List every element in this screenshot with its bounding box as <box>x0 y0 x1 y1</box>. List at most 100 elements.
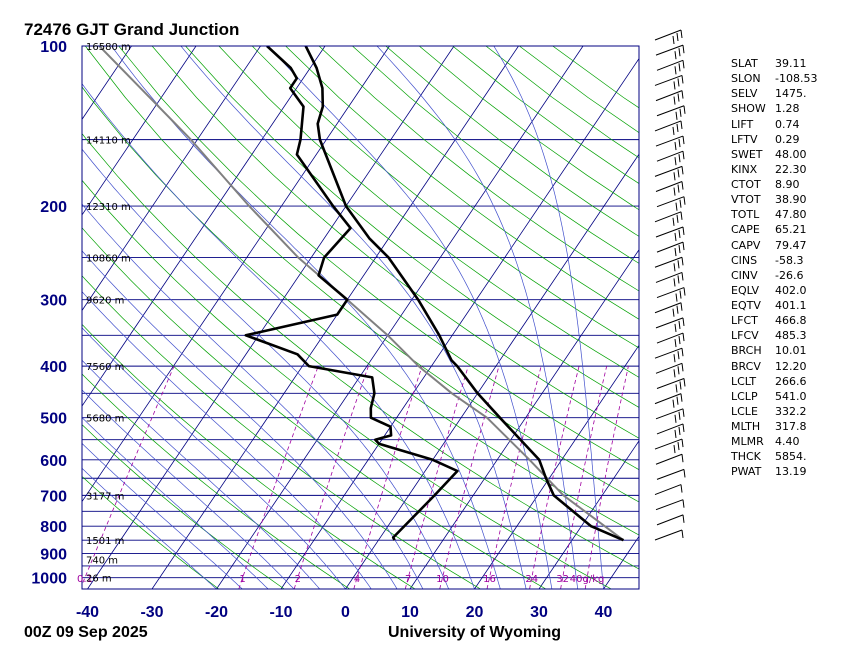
index-row: CINS -58.3 <box>731 253 817 268</box>
wind-barb-flag <box>682 514 685 523</box>
index-value: 402.0 <box>775 283 807 297</box>
index-value: 13.19 <box>775 465 807 479</box>
index-name: LCLT <box>731 374 757 388</box>
wind-barb-staff <box>655 408 684 420</box>
wind-barb-staff <box>654 347 683 359</box>
index-name: THCK <box>731 450 761 464</box>
wind-barb-flag <box>676 32 679 42</box>
wind-barb-flag <box>681 454 684 463</box>
wind-barb-staff <box>655 499 684 511</box>
dry-adiabat <box>151 46 639 439</box>
index-value: 332.2 <box>775 404 807 418</box>
mixing-ratio-line <box>82 365 175 586</box>
index-name: CTOT <box>731 178 761 191</box>
wind-barb-flag <box>677 442 680 451</box>
index-row: SELV 1475. <box>731 86 817 101</box>
pressure-tick-label: 1000 <box>31 571 67 588</box>
wind-barb-flag <box>672 35 675 45</box>
index-row: LCLE 332.2 <box>731 404 817 419</box>
moist-adiabat <box>82 148 450 589</box>
wind-barb-flag <box>674 66 677 75</box>
isotherm-line <box>474 344 639 589</box>
wind-barb-staff <box>656 150 684 162</box>
wind-barb-flag <box>676 396 679 405</box>
wind-barb-flag <box>672 308 675 317</box>
dry-adiabat <box>82 323 416 589</box>
index-row: LIFT 0.74 <box>731 117 817 132</box>
index-row: MLMR 4.40 <box>731 434 817 449</box>
index-value: 38.90 <box>775 193 807 207</box>
wind-barb-flag <box>682 499 685 508</box>
index-name: LFTV <box>731 132 758 146</box>
wind-barb-flag <box>681 348 684 357</box>
mixing-ratio-label: 2 <box>295 574 301 585</box>
wind-barb-flag <box>683 287 686 296</box>
height-label: 14110 m <box>86 136 131 147</box>
index-name: CINS <box>731 253 758 267</box>
wind-barb-flag <box>680 120 683 129</box>
wind-barb-staff <box>655 362 683 374</box>
index-value: 466.8 <box>775 314 807 328</box>
wind-barb-flag <box>673 369 676 378</box>
moist-adiabat <box>82 442 243 589</box>
dry-adiabat <box>85 46 639 503</box>
isotherm-line <box>216 46 584 589</box>
index-name: LFCT <box>731 314 758 328</box>
wind-barb-staff <box>656 332 684 344</box>
wind-barb-flag <box>675 202 678 211</box>
wind-barb-flag <box>680 393 683 402</box>
wind-barb-staff <box>656 196 685 208</box>
wind-barb-staff <box>654 484 682 496</box>
pressure-tick-label: 400 <box>40 359 67 376</box>
index-value: 10.01 <box>775 344 807 358</box>
index-name: SLAT <box>731 57 758 70</box>
moist-adiabat <box>82 250 398 589</box>
index-row: SLON -108.53 <box>731 71 817 86</box>
wind-barb-staff <box>656 514 684 526</box>
x-tick-label: -10 <box>269 604 292 621</box>
moist-adiabat <box>82 359 320 589</box>
index-value: 4.40 <box>775 435 800 449</box>
wind-barb-staff <box>654 165 683 177</box>
wind-barb-staff <box>654 29 682 41</box>
height-label: 1501 m <box>86 536 124 547</box>
x-tick-label: -30 <box>140 604 163 621</box>
index-row: LCLT 266.6 <box>731 374 817 389</box>
index-name: VTOT <box>731 193 761 207</box>
mixing-ratio-line <box>584 366 629 589</box>
index-row: THCK 5854. <box>731 449 817 464</box>
index-name: SWET <box>731 147 763 161</box>
height-label: 3177 m <box>86 491 124 502</box>
isotherm-line <box>0 46 67 589</box>
index-value: 65.21 <box>775 223 807 237</box>
wind-barb-flag <box>673 81 676 90</box>
wind-barb-flag <box>682 60 685 69</box>
isotherm-line <box>0 46 3 589</box>
index-name: TOTL <box>731 208 760 222</box>
observation-time: 00Z 09 Sep 2025 <box>24 624 148 641</box>
wind-barb-flag <box>678 154 681 163</box>
index-value: -58.3 <box>775 253 804 267</box>
index-name: SLON <box>731 72 761 86</box>
index-value: 0.74 <box>775 117 800 131</box>
wind-barb-flag <box>677 93 680 102</box>
wind-barb-flag <box>682 226 685 236</box>
wind-barb-flag <box>677 184 680 193</box>
wind-barb-staff <box>654 529 683 541</box>
credit-label: University of Wyoming <box>388 624 562 641</box>
pressure-tick-label: 300 <box>40 293 67 310</box>
wind-barb-flag <box>677 351 680 360</box>
moist-adiabat <box>82 83 475 589</box>
dry-adiabat <box>82 475 220 589</box>
isotherm-line <box>82 46 132 121</box>
pressure-tick-label: 500 <box>40 411 67 428</box>
isotherm-line <box>82 46 197 216</box>
index-value: 1.28 <box>775 102 800 116</box>
wind-barb-staff <box>655 135 684 147</box>
wind-barb-flag <box>680 29 683 39</box>
moist-adiabat <box>493 46 604 589</box>
wind-barb-flag <box>673 354 676 363</box>
wind-barb-staff <box>655 181 683 192</box>
pressure-tick-label: 900 <box>40 546 67 563</box>
wind-barb-flag <box>677 169 680 178</box>
